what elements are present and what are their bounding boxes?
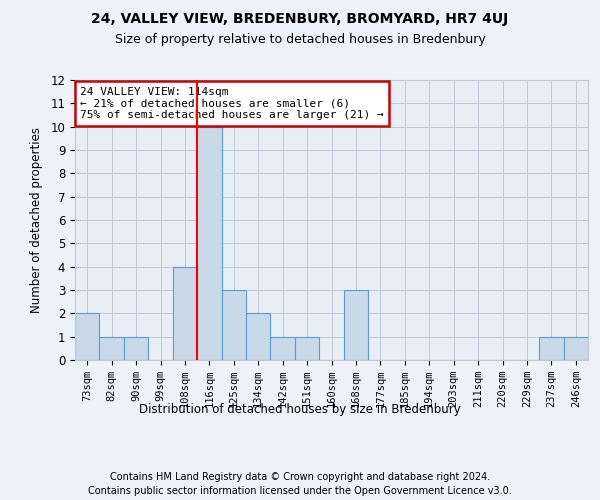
Text: Contains HM Land Registry data © Crown copyright and database right 2024.: Contains HM Land Registry data © Crown c… [110, 472, 490, 482]
Bar [539, 336, 563, 360]
Y-axis label: Number of detached properties: Number of detached properties [31, 127, 43, 313]
Bar [75, 314, 100, 360]
Bar [246, 314, 271, 360]
Bar [100, 336, 124, 360]
Bar [124, 336, 148, 360]
Text: Size of property relative to detached houses in Bredenbury: Size of property relative to detached ho… [115, 32, 485, 46]
Text: Distribution of detached houses by size in Bredenbury: Distribution of detached houses by size … [139, 402, 461, 415]
Bar [221, 290, 246, 360]
Bar [197, 126, 221, 360]
Bar [271, 336, 295, 360]
Text: 24, VALLEY VIEW, BREDENBURY, BROMYARD, HR7 4UJ: 24, VALLEY VIEW, BREDENBURY, BROMYARD, H… [91, 12, 509, 26]
Bar [173, 266, 197, 360]
Text: Contains public sector information licensed under the Open Government Licence v3: Contains public sector information licen… [88, 486, 512, 496]
Bar [344, 290, 368, 360]
Bar [563, 336, 588, 360]
Text: 24 VALLEY VIEW: 114sqm
← 21% of detached houses are smaller (6)
75% of semi-deta: 24 VALLEY VIEW: 114sqm ← 21% of detached… [80, 87, 384, 120]
Bar [295, 336, 319, 360]
